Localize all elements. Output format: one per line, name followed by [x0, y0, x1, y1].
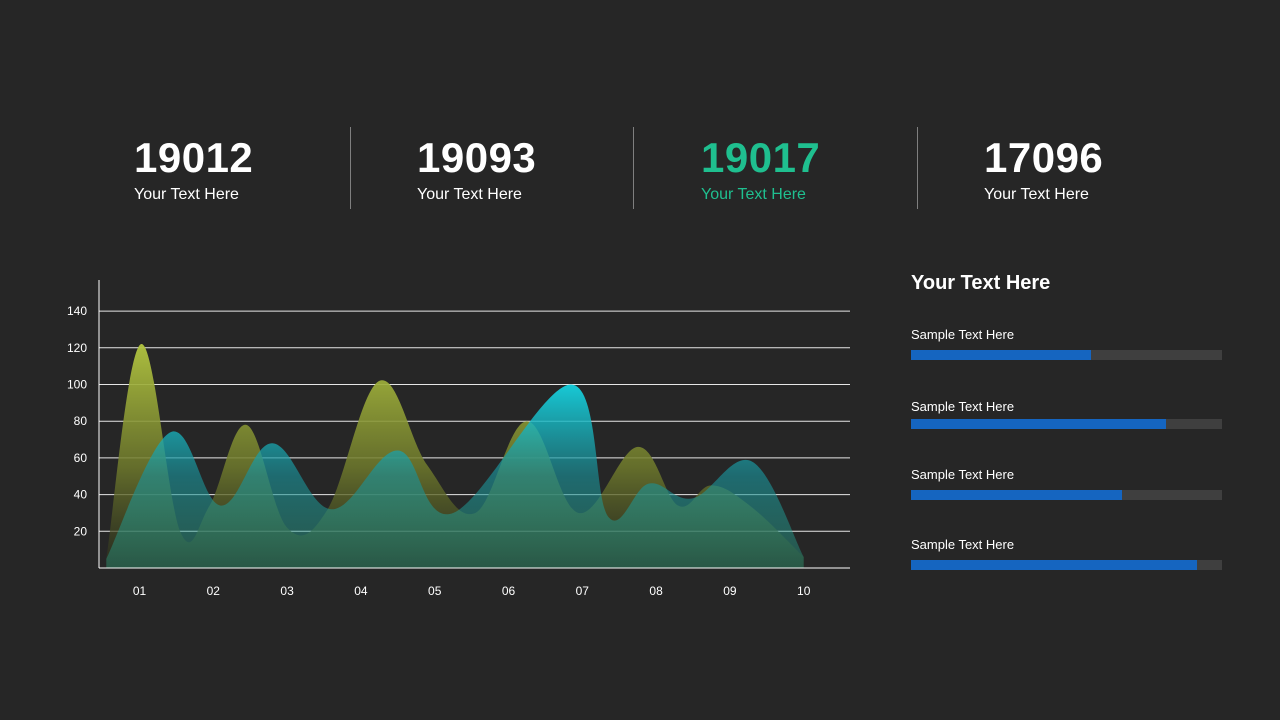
kpi-label: Your Text Here — [701, 186, 806, 203]
progress-item: Sample Text Here — [911, 537, 1222, 581]
x-tick-label: 05 — [428, 584, 442, 598]
progress-item: Sample Text Here — [911, 327, 1222, 371]
progress-item: Sample Text Here — [911, 399, 1222, 443]
kpi-3-highlighted: 19017 Your Text Here — [701, 128, 961, 218]
progress-item: Sample Text Here — [911, 467, 1222, 511]
y-tick-labels: 20 40 60 80 100 120 140 — [67, 304, 87, 538]
progress-label: Sample Text Here — [911, 327, 1015, 342]
side-panel-title: Your Text Here — [911, 272, 1051, 294]
x-tick-label: 06 — [502, 584, 516, 598]
x-tick-label: 04 — [354, 584, 368, 598]
y-tick-label: 100 — [67, 378, 87, 392]
progress-track — [911, 419, 1222, 429]
kpi-divider — [633, 127, 634, 209]
progress-fill — [911, 490, 1123, 500]
kpi-value: 19017 — [701, 134, 821, 181]
area-chart: 20 40 60 80 100 120 140 01 02 03 04 05 06 07 08 09 10 — [40, 270, 870, 610]
progress-fill — [911, 350, 1092, 360]
x-tick-label: 09 — [723, 584, 737, 598]
series-areas — [106, 344, 804, 568]
x-tick-labels: 01 02 03 04 05 06 07 08 09 10 — [133, 584, 811, 598]
y-tick-label: 140 — [67, 304, 87, 318]
kpi-value: 17096 — [984, 134, 1104, 181]
kpi-label: Your Text Here — [134, 186, 239, 203]
axes — [98, 280, 850, 569]
area-chart-svg: 20 40 60 80 100 120 140 01 02 03 04 05 06 07 08 09 10 — [67, 280, 850, 598]
progress-fill — [911, 560, 1198, 570]
progress-track — [911, 560, 1222, 570]
y-tick-label: 80 — [74, 414, 88, 428]
kpi-row: 19012 Your Text Here 19093 Your Text Her… — [0, 0, 1280, 240]
kpi-value: 19012 — [134, 134, 254, 181]
kpi-value: 19093 — [417, 134, 537, 181]
progress-label: Sample Text Here — [911, 467, 1015, 482]
progress-label: Sample Text Here — [911, 537, 1015, 552]
progress-fill — [911, 419, 1167, 429]
x-tick-label: 08 — [649, 584, 663, 598]
progress-track — [911, 350, 1222, 360]
y-tick-label: 40 — [74, 488, 88, 502]
y-tick-label: 20 — [74, 524, 88, 538]
y-tick-label: 60 — [74, 451, 88, 465]
progress-label: Sample Text Here — [911, 399, 1015, 414]
kpi-2: 19093 Your Text Here — [417, 128, 677, 218]
x-tick-label: 03 — [280, 584, 294, 598]
x-tick-label: 10 — [797, 584, 811, 598]
y-tick-label: 120 — [67, 341, 87, 355]
progress-track — [911, 490, 1222, 500]
kpi-label: Your Text Here — [984, 186, 1089, 203]
series-area-2 — [106, 384, 804, 568]
x-tick-label: 07 — [576, 584, 590, 598]
kpi-4: 17096 Your Text Here — [984, 128, 1244, 218]
kpi-divider — [350, 127, 351, 209]
x-tick-label: 01 — [133, 584, 147, 598]
kpi-divider — [917, 127, 918, 209]
kpi-1: 19012 Your Text Here — [134, 128, 394, 218]
x-tick-label: 02 — [207, 584, 221, 598]
kpi-label: Your Text Here — [417, 186, 522, 203]
